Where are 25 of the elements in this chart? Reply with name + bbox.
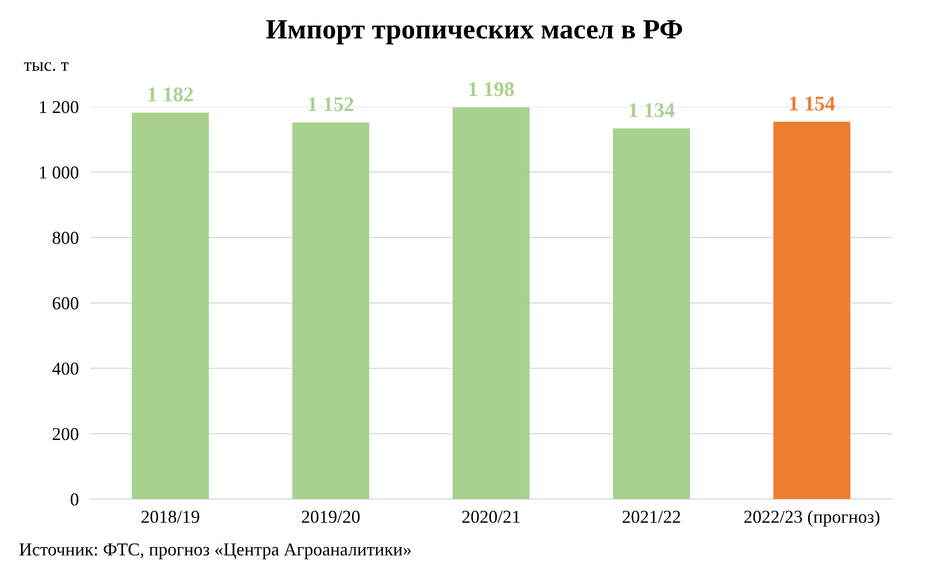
- x-tick-label: 2021/22: [622, 510, 680, 523]
- bar: [773, 122, 850, 500]
- y-tick-label: 400: [52, 362, 78, 375]
- x-tick-label: 2019/20: [302, 510, 360, 523]
- y-tick-label: 800: [52, 232, 78, 244]
- chart-title: Импорт тропических масел в РФ: [266, 20, 682, 44]
- x-tick-label: 2018/19: [142, 510, 200, 523]
- x-tick-label: 2022/23 (прогноз): [744, 510, 880, 527]
- text: Источник: ФТС, прогноз «Центра Агроаналитики»: [20, 543, 411, 560]
- y-axis-title: тыс. т: [24, 62, 68, 71]
- data-label: 1 152: [308, 97, 354, 112]
- data-label: 1 182: [148, 87, 193, 102]
- y-tick-label: 0: [70, 493, 78, 506]
- y-tick-label: 1 000: [40, 166, 78, 179]
- data-label: 1 154: [790, 96, 835, 111]
- y-tick-label: 1 200: [40, 101, 78, 114]
- y-tick-label: 200: [52, 428, 78, 440]
- data-label: 1 134: [630, 103, 675, 118]
- bar: [612, 128, 690, 500]
- data-label: 1 198: [469, 82, 514, 96]
- bar: [292, 122, 370, 500]
- bar: [452, 107, 530, 500]
- bar: [132, 112, 209, 500]
- y-tick-label: 600: [52, 297, 78, 310]
- x-tick-label: 2020/21: [462, 510, 520, 523]
